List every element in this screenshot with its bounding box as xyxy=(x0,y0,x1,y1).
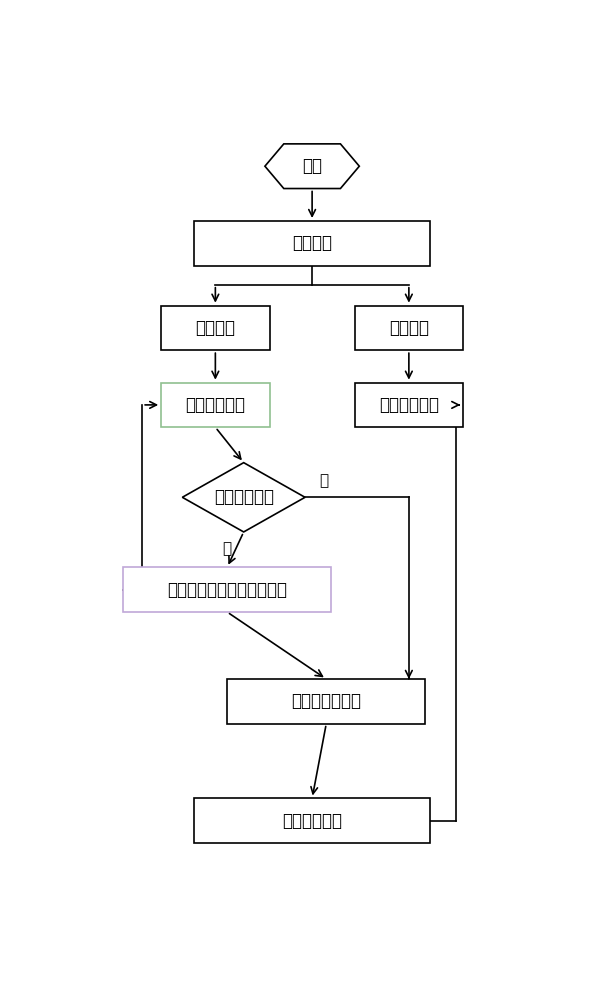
Bar xyxy=(227,679,425,724)
Text: 是: 是 xyxy=(223,541,231,556)
Text: 常规子网: 常规子网 xyxy=(389,319,429,337)
Text: 电磁暂态计算: 电磁暂态计算 xyxy=(379,396,439,414)
Text: 插值、迭代法用于开关计算: 插值、迭代法用于开关计算 xyxy=(167,581,287,599)
Bar xyxy=(161,383,270,427)
Bar xyxy=(354,306,463,350)
Bar xyxy=(354,383,463,427)
Bar xyxy=(161,306,270,350)
Bar xyxy=(123,567,331,612)
Bar xyxy=(194,798,430,843)
Text: 子网络数据交互: 子网络数据交互 xyxy=(291,692,361,710)
Polygon shape xyxy=(265,144,359,189)
Text: 开关动作判断: 开关动作判断 xyxy=(214,488,273,506)
Text: 网络分解: 网络分解 xyxy=(292,234,332,252)
Text: 开关子网: 开关子网 xyxy=(195,319,235,337)
Text: 下一时步求解: 下一时步求解 xyxy=(282,812,342,830)
Text: 电磁暂态计算: 电磁暂态计算 xyxy=(185,396,245,414)
Text: 不: 不 xyxy=(319,473,328,488)
Polygon shape xyxy=(182,463,305,532)
Text: 开始: 开始 xyxy=(302,157,322,175)
Bar xyxy=(194,221,430,266)
